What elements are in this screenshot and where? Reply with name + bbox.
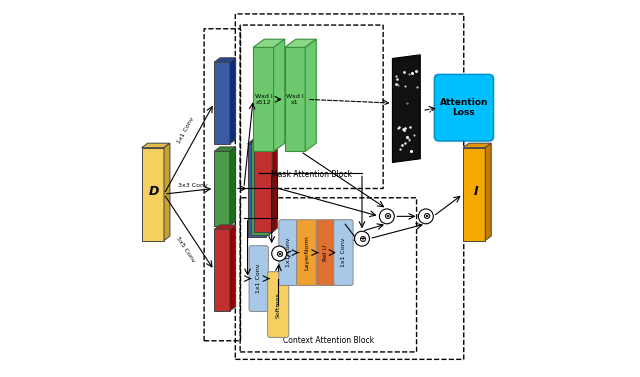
Text: 1x1 Conv: 1x1 Conv <box>341 238 346 267</box>
Polygon shape <box>250 138 275 142</box>
Text: 1x1 Conv: 1x1 Conv <box>176 116 195 145</box>
Text: Attention
Loss: Attention Loss <box>440 98 488 117</box>
Polygon shape <box>485 143 492 241</box>
Polygon shape <box>463 148 485 241</box>
Polygon shape <box>253 39 285 48</box>
Polygon shape <box>253 135 277 139</box>
Polygon shape <box>305 39 316 151</box>
FancyBboxPatch shape <box>296 220 318 285</box>
Text: 3x3 Conv: 3x3 Conv <box>178 182 207 188</box>
Text: ⊕: ⊕ <box>358 234 366 244</box>
Polygon shape <box>272 135 277 232</box>
Text: Softmax: Softmax <box>276 291 281 317</box>
Text: 1x1 Conv: 1x1 Conv <box>286 238 291 267</box>
Polygon shape <box>214 151 230 226</box>
FancyBboxPatch shape <box>435 75 493 141</box>
Polygon shape <box>214 58 236 62</box>
FancyBboxPatch shape <box>279 220 298 285</box>
Polygon shape <box>285 39 316 48</box>
Text: I: I <box>474 185 478 198</box>
Text: LayerNorm: LayerNorm <box>305 235 310 270</box>
Polygon shape <box>214 147 236 151</box>
Text: 5x5 Conv: 5x5 Conv <box>175 236 196 263</box>
Text: Wxd l
x1: Wxd l x1 <box>286 94 304 105</box>
Text: Wxd l
x512: Wxd l x512 <box>255 94 272 105</box>
Polygon shape <box>164 143 170 241</box>
Polygon shape <box>266 140 271 237</box>
Polygon shape <box>253 139 272 232</box>
Polygon shape <box>214 62 230 144</box>
Text: Rel U: Rel U <box>323 245 328 261</box>
Text: ⊗: ⊗ <box>422 211 430 221</box>
Circle shape <box>419 209 433 224</box>
Polygon shape <box>230 147 236 226</box>
Polygon shape <box>230 225 236 311</box>
Polygon shape <box>214 225 236 229</box>
Polygon shape <box>463 143 492 148</box>
Polygon shape <box>248 140 271 144</box>
Text: ⊗: ⊗ <box>383 211 391 221</box>
Circle shape <box>380 209 394 224</box>
Polygon shape <box>250 142 269 234</box>
Polygon shape <box>269 138 275 234</box>
Polygon shape <box>230 58 236 144</box>
Text: Mask Attention Block: Mask Attention Block <box>271 170 352 179</box>
FancyBboxPatch shape <box>316 220 335 285</box>
Polygon shape <box>214 229 230 311</box>
FancyBboxPatch shape <box>333 220 353 285</box>
FancyBboxPatch shape <box>249 246 268 311</box>
Text: D: D <box>149 185 159 198</box>
Text: 1x1 Conv: 1x1 Conv <box>256 264 261 293</box>
Polygon shape <box>248 144 266 237</box>
Circle shape <box>355 231 369 246</box>
FancyBboxPatch shape <box>268 272 289 337</box>
Polygon shape <box>141 143 170 148</box>
Text: Context Attention Block: Context Attention Block <box>283 336 374 345</box>
Circle shape <box>272 246 287 261</box>
Polygon shape <box>141 148 164 241</box>
Polygon shape <box>392 55 420 162</box>
Polygon shape <box>285 48 305 151</box>
Polygon shape <box>273 39 285 151</box>
Text: ⊗: ⊗ <box>275 248 284 259</box>
Polygon shape <box>253 48 273 151</box>
